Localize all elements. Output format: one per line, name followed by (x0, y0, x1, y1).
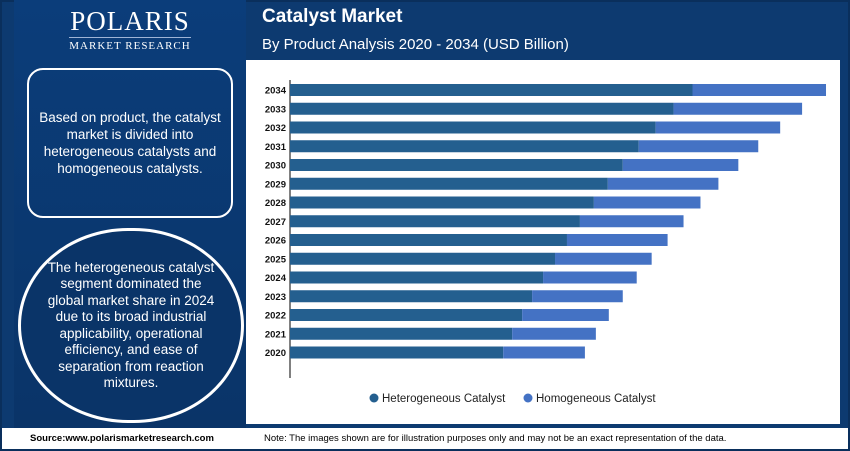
source-text: Source:www.polarismarketresearch.com (30, 433, 214, 444)
bar-heterogeneous (290, 196, 594, 209)
chart-area: 2020 2021 2022 2023 2024 2025 2026 2027 2028 2029… (246, 60, 840, 424)
bar-heterogeneous (290, 290, 533, 303)
info-box-segments: Based on product, the catalyst market is… (27, 68, 233, 218)
category-label: 2031 (265, 142, 287, 153)
info-box-highlight: The heterogeneous catalyst segment domin… (18, 228, 244, 423)
category-label: 2020 (265, 348, 286, 359)
bar-heterogeneous (290, 327, 513, 340)
bar-homogeneous (622, 159, 739, 171)
bar-heterogeneous (290, 84, 693, 96)
bar-homogeneous (607, 177, 719, 190)
category-label: 2025 (265, 254, 287, 265)
bar-heterogeneous (290, 121, 656, 134)
bar-homogeneous (579, 215, 684, 228)
bar-homogeneous (543, 271, 637, 284)
bar-homogeneous (503, 346, 585, 359)
category-label: 2021 (265, 329, 287, 340)
bar-homogeneous (692, 84, 827, 96)
bar-homogeneous (532, 290, 623, 303)
bar-chart: 2020 2021 2022 2023 2024 2025 2026 2027 2028 2029… (265, 80, 827, 405)
bar-heterogeneous (290, 271, 544, 284)
bar-heterogeneous (290, 346, 504, 359)
category-label: 2026 (265, 236, 286, 247)
category-label: 2022 (265, 311, 286, 322)
bar-homogeneous (512, 327, 596, 340)
footer: Source:www.polarismarketresearch.com Not… (2, 428, 848, 449)
category-label: 2029 (265, 179, 286, 190)
bar-heterogeneous (290, 309, 523, 321)
category-label: 2034 (265, 86, 287, 97)
chart-title: Catalyst Market (262, 6, 403, 27)
bar-heterogeneous (290, 215, 580, 228)
bar-homogeneous (593, 196, 701, 209)
bar-heterogeneous (290, 234, 567, 246)
bar-heterogeneous (290, 159, 623, 171)
bar-homogeneous (566, 234, 668, 246)
category-label: 2027 (265, 217, 286, 228)
note-text: Note: The images shown are for illustrat… (264, 433, 727, 444)
bar-heterogeneous (290, 177, 608, 190)
bar-homogeneous (673, 102, 803, 115)
category-label: 2028 (265, 198, 286, 209)
category-label: 2032 (265, 123, 286, 134)
category-label: 2024 (265, 273, 287, 284)
legend-marker (369, 393, 379, 403)
legend-marker (523, 393, 533, 403)
bar-homogeneous (655, 121, 781, 134)
legend-label: Homogeneous Catalyst (536, 393, 656, 405)
legend-label: Heterogeneous Catalyst (382, 393, 506, 405)
info-text-2: The heterogeneous catalyst segment domin… (47, 259, 215, 391)
logo-sub: MARKET RESEARCH (69, 37, 191, 52)
bar-heterogeneous (290, 102, 674, 115)
bar-homogeneous (638, 140, 759, 153)
bar-homogeneous (555, 252, 652, 265)
chart-subtitle: By Product Analysis 2020 - 2034 (USD Bil… (262, 36, 569, 53)
category-label: 2033 (265, 104, 286, 115)
info-text-1: Based on product, the catalyst market is… (39, 110, 221, 176)
category-label: 2023 (265, 292, 286, 303)
bar-heterogeneous (290, 252, 556, 265)
logo: POLARIS MARKET RESEARCH (14, 6, 246, 54)
logo-brand: POLARIS (70, 6, 190, 36)
bar-homogeneous (522, 309, 609, 321)
bar-heterogeneous (290, 140, 639, 153)
category-label: 2030 (265, 161, 286, 172)
